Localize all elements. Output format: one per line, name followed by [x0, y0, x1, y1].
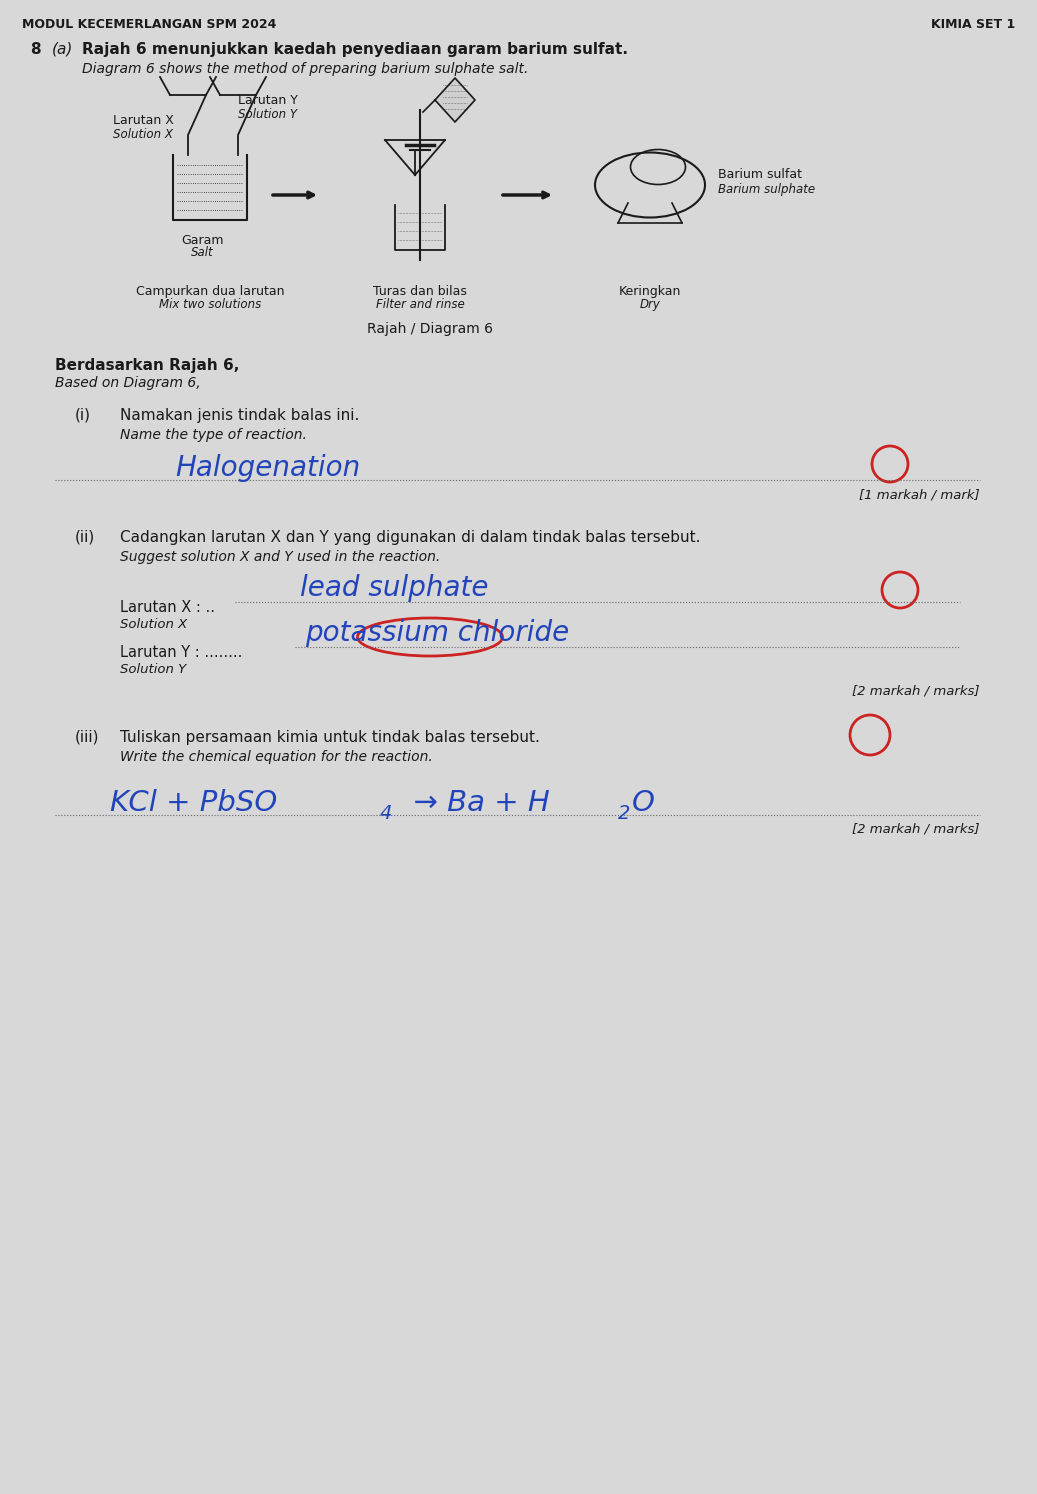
- Text: Halogenation: Halogenation: [175, 454, 360, 483]
- Text: Solution X: Solution X: [113, 128, 173, 142]
- Text: Name the type of reaction.: Name the type of reaction.: [120, 427, 307, 442]
- Text: Namakan jenis tindak balas ini.: Namakan jenis tindak balas ini.: [120, 408, 360, 423]
- Text: Dry: Dry: [640, 297, 661, 311]
- Text: KIMIA SET 1: KIMIA SET 1: [931, 18, 1015, 31]
- Text: Larutan Y: Larutan Y: [239, 94, 298, 106]
- Text: Filter and rinse: Filter and rinse: [375, 297, 465, 311]
- Text: Turas dan bilas: Turas dan bilas: [373, 285, 467, 297]
- Text: MODUL KECEMERLANGAN SPM 2024: MODUL KECEMERLANGAN SPM 2024: [22, 18, 277, 31]
- Text: Barium sulphate: Barium sulphate: [718, 184, 815, 197]
- Text: Campurkan dua larutan: Campurkan dua larutan: [136, 285, 284, 297]
- Text: Solution Y: Solution Y: [120, 663, 187, 675]
- Text: 4: 4: [380, 804, 392, 823]
- Text: Cadangkan larutan X dan Y yang digunakan di dalam tindak balas tersebut.: Cadangkan larutan X dan Y yang digunakan…: [120, 530, 701, 545]
- Polygon shape: [435, 78, 475, 123]
- Text: Berdasarkan Rajah 6,: Berdasarkan Rajah 6,: [55, 359, 240, 374]
- Text: [2 markah / marks]: [2 markah / marks]: [852, 686, 980, 698]
- Text: (i): (i): [75, 408, 91, 423]
- Text: Based on Diagram 6,: Based on Diagram 6,: [55, 376, 200, 390]
- Text: → Ba + H: → Ba + H: [395, 789, 550, 817]
- Text: (iii): (iii): [75, 731, 100, 746]
- Text: Tuliskan persamaan kimia untuk tindak balas tersebut.: Tuliskan persamaan kimia untuk tindak ba…: [120, 731, 540, 746]
- Text: Suggest solution X and Y used in the reaction.: Suggest solution X and Y used in the rea…: [120, 550, 441, 565]
- Text: Larutan X: Larutan X: [113, 114, 174, 127]
- Text: Keringkan: Keringkan: [619, 285, 681, 297]
- Text: (ii): (ii): [75, 530, 95, 545]
- Text: Write the chemical equation for the reaction.: Write the chemical equation for the reac…: [120, 750, 432, 763]
- Text: Solution Y: Solution Y: [239, 109, 297, 121]
- Text: (a): (a): [52, 42, 74, 57]
- Text: [2 markah / marks]: [2 markah / marks]: [852, 823, 980, 837]
- Text: Rajah 6 menunjukkan kaedah penyediaan garam barium sulfat.: Rajah 6 menunjukkan kaedah penyediaan ga…: [82, 42, 628, 57]
- Text: Barium sulfat: Barium sulfat: [718, 169, 802, 181]
- Text: Rajah / Diagram 6: Rajah / Diagram 6: [367, 323, 493, 336]
- Text: Mix two solutions: Mix two solutions: [159, 297, 261, 311]
- Text: Larutan Y : ........: Larutan Y : ........: [120, 645, 243, 660]
- Text: lead sulphate: lead sulphate: [300, 574, 488, 602]
- Text: Diagram 6 shows the method of preparing barium sulphate salt.: Diagram 6 shows the method of preparing …: [82, 61, 529, 76]
- Text: O: O: [632, 789, 655, 817]
- Text: 2: 2: [618, 804, 630, 823]
- Text: Salt: Salt: [191, 247, 214, 258]
- Text: 8: 8: [30, 42, 40, 57]
- Text: [1 markah / mark]: [1 markah / mark]: [860, 489, 980, 500]
- Text: Larutan X : ..: Larutan X : ..: [120, 601, 215, 616]
- Text: Garam: Garam: [180, 235, 223, 247]
- Text: KCl + PbSO: KCl + PbSO: [110, 789, 277, 817]
- Text: potassium chloride: potassium chloride: [305, 619, 569, 647]
- Text: Solution X: Solution X: [120, 619, 188, 630]
